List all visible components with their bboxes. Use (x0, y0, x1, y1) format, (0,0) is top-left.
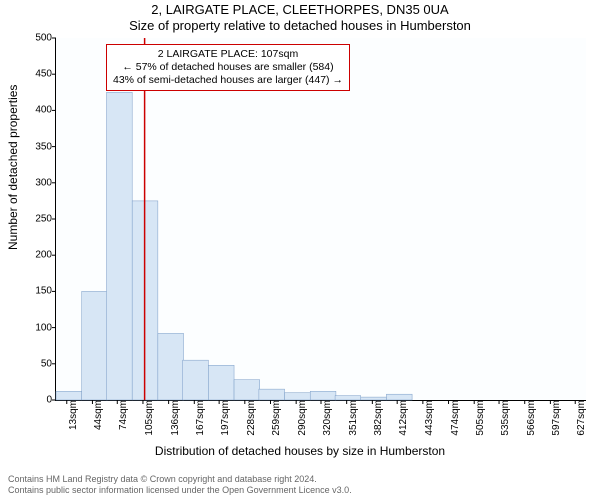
ytick-label: 400 (35, 105, 56, 116)
ytick-label: 100 (35, 322, 56, 333)
ytick-label: 250 (35, 214, 56, 225)
plot-area: 2 LAIRGATE PLACE: 107sqm ← 57% of detach… (55, 38, 586, 401)
xtick-label: 167sqm (193, 400, 206, 436)
xtick-label: 197sqm (218, 400, 231, 436)
ytick-label: 50 (41, 358, 56, 369)
chart-title-line1: 2, LAIRGATE PLACE, CLEETHORPES, DN35 0UA (0, 2, 600, 17)
xtick-label: 412sqm (396, 400, 409, 436)
footer-line2: Contains public sector information licen… (8, 485, 352, 496)
histogram-bar (285, 393, 311, 400)
xtick-label: 320sqm (320, 400, 333, 436)
xtick-label: 290sqm (295, 400, 308, 436)
xtick-label: 74sqm (116, 400, 129, 430)
ytick-label: 200 (35, 250, 56, 261)
xtick-label: 566sqm (524, 400, 537, 436)
y-axis-label: Number of detached properties (6, 85, 20, 250)
ytick-label: 150 (35, 286, 56, 297)
xtick-label: 105sqm (142, 400, 155, 436)
plot-svg (56, 38, 586, 400)
xtick-label: 13sqm (66, 400, 79, 430)
callout-line2: ← 57% of detached houses are smaller (58… (113, 61, 343, 74)
xtick-label: 259sqm (269, 400, 282, 436)
callout-line1: 2 LAIRGATE PLACE: 107sqm (113, 48, 343, 61)
histogram-bar (158, 333, 184, 400)
histogram-bar (82, 291, 108, 400)
histogram-bar (234, 380, 260, 400)
histogram-bar (208, 365, 234, 400)
ytick-label: 350 (35, 141, 56, 152)
xtick-label: 382sqm (371, 400, 384, 436)
histogram-bar (310, 391, 336, 400)
histogram-bar (259, 389, 285, 400)
ytick-label: 0 (46, 395, 56, 406)
callout-line3: 43% of semi-detached houses are larger (… (113, 74, 343, 87)
xtick-label: 443sqm (422, 400, 435, 436)
histogram-bar (107, 92, 133, 400)
xtick-label: 474sqm (448, 400, 461, 436)
x-axis-label: Distribution of detached houses by size … (0, 444, 600, 458)
xtick-label: 505sqm (473, 400, 486, 436)
histogram-bar (56, 391, 82, 400)
chart-title-line2: Size of property relative to detached ho… (0, 18, 600, 33)
ytick-label: 300 (35, 177, 56, 188)
xtick-label: 136sqm (168, 400, 181, 436)
xtick-label: 351sqm (346, 400, 359, 436)
ytick-label: 450 (35, 69, 56, 80)
xtick-label: 597sqm (549, 400, 562, 436)
xtick-label: 228sqm (244, 400, 257, 436)
xtick-label: 627sqm (574, 400, 587, 436)
ytick-label: 500 (35, 33, 56, 44)
attribution-footer: Contains HM Land Registry data © Crown c… (8, 474, 352, 497)
histogram-bar (183, 360, 209, 400)
xtick-label: 535sqm (498, 400, 511, 436)
footer-line1: Contains HM Land Registry data © Crown c… (8, 474, 352, 485)
callout-box: 2 LAIRGATE PLACE: 107sqm ← 57% of detach… (106, 44, 350, 91)
xtick-label: 44sqm (91, 400, 104, 430)
